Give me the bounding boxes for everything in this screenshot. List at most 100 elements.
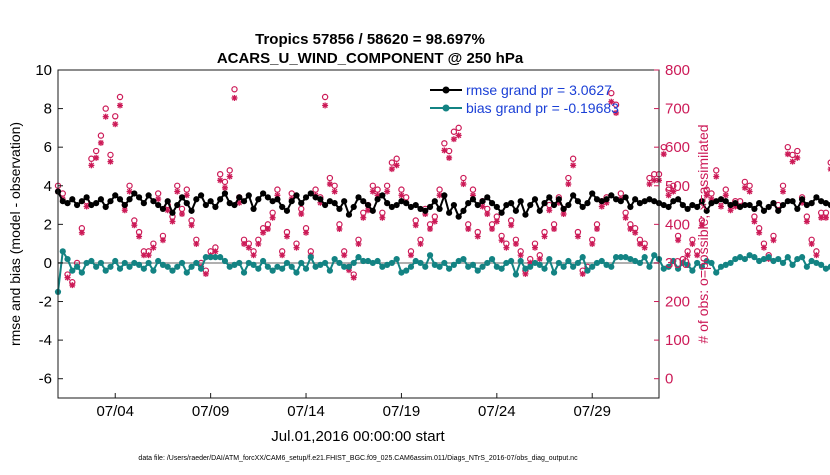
bias-series-point xyxy=(274,263,281,270)
rmse-series-point xyxy=(250,205,257,213)
rmse-series-point xyxy=(670,198,677,205)
obs-possible-point xyxy=(722,186,729,193)
obs-assimilated-point xyxy=(465,225,472,232)
rmse-series-point xyxy=(398,198,405,205)
bias-series-point xyxy=(441,259,448,267)
rmse-series-point xyxy=(355,194,362,201)
bias-series-point xyxy=(760,255,768,263)
rmse-series-point xyxy=(174,201,181,209)
bias-series-point xyxy=(212,254,219,261)
obs-assimilated-point xyxy=(589,240,596,247)
rmse-series-point xyxy=(78,198,85,205)
legend-bias-marker xyxy=(442,104,450,112)
obs-assimilated-point xyxy=(517,252,524,259)
rmse-series-point xyxy=(493,203,500,211)
obs-assimilated-point xyxy=(503,244,510,251)
bias-series-point xyxy=(579,254,586,261)
obs-assimilated-point xyxy=(379,214,386,221)
obs-assimilated-point xyxy=(117,102,124,109)
bias-series-point xyxy=(226,263,233,270)
obs-assimilated-point xyxy=(64,274,71,281)
rmse-series-point xyxy=(412,201,419,209)
obs-assimilated-point xyxy=(579,270,586,277)
rmse-series-point xyxy=(69,196,76,203)
rmse-series-point xyxy=(193,196,200,203)
obs-assimilated-point xyxy=(718,203,725,210)
rmse-series-point xyxy=(112,192,119,199)
obs-assimilated-point xyxy=(446,154,453,161)
bias-series-point xyxy=(150,267,157,274)
x-tick-label: 07/29 xyxy=(573,403,611,420)
rmse-series-point xyxy=(674,196,682,203)
rmse-series-point xyxy=(260,190,267,197)
y2-tick-label: 100 xyxy=(665,332,690,349)
bias-series-point xyxy=(493,263,500,270)
bias-series-point xyxy=(374,257,381,265)
bias-series-point xyxy=(97,259,105,267)
obs-assimilated-point xyxy=(698,222,705,229)
bias-series-point xyxy=(531,259,539,267)
rmse-series-point xyxy=(107,198,114,205)
bias-series-point xyxy=(341,263,348,270)
obs-possible-point xyxy=(383,182,391,189)
obs-assimilated-point xyxy=(722,192,729,199)
rmse-series-point xyxy=(474,201,481,209)
obs-assimilated-point xyxy=(355,240,362,247)
obs-assimilated-point xyxy=(131,222,138,229)
obs-assimilated-point xyxy=(226,173,233,180)
obs-assimilated-point xyxy=(808,240,815,247)
bias-series-point xyxy=(612,254,620,261)
rmse-series-point xyxy=(679,201,686,209)
bias-series-point xyxy=(689,267,696,274)
rmse-series-point xyxy=(350,203,357,211)
bias-series-point xyxy=(164,263,171,270)
bias-series-point xyxy=(126,263,133,270)
bias-series-point xyxy=(174,263,181,270)
bias-series-point xyxy=(813,259,820,267)
x-tick-label: 07/24 xyxy=(478,403,516,420)
rmse-series-point xyxy=(403,200,410,207)
rmse-series-point xyxy=(579,203,586,211)
obs-assimilated-point xyxy=(384,188,391,195)
obs-assimilated-point xyxy=(565,181,572,188)
obs-possible-point xyxy=(88,155,95,162)
bias-series-point xyxy=(364,257,372,265)
obs-assimilated-point xyxy=(331,188,338,195)
rmse-series-point xyxy=(698,198,706,205)
obs-assimilated-point xyxy=(388,166,395,173)
bias-series-point xyxy=(193,259,200,267)
obs-assimilated-point xyxy=(136,233,143,240)
rmse-series-point xyxy=(775,207,782,214)
bias-series-point xyxy=(250,261,257,268)
rmse-series-point xyxy=(560,205,567,213)
bias-series-point xyxy=(331,255,338,263)
obs-assimilated-point xyxy=(670,188,677,195)
bias-series-point xyxy=(512,271,520,278)
obs-possible-point xyxy=(670,182,677,189)
rmse-series-point xyxy=(484,194,491,201)
x-axis-label: Jul.01,2016 00:00:00 start xyxy=(271,428,445,445)
bias-series-point xyxy=(279,265,286,272)
rmse-series-point xyxy=(307,190,314,197)
bias-series-point xyxy=(155,257,162,265)
rmse-series-point xyxy=(255,196,262,203)
rmse-series-point xyxy=(608,192,615,199)
obs-possible-point xyxy=(450,128,458,135)
chart-subtitle: ACARS_U_WIND_COMPONENT @ 250 hPa xyxy=(217,50,524,67)
bias-series-point xyxy=(207,254,214,261)
bias-series-point xyxy=(732,255,739,263)
bias-series-point xyxy=(426,252,434,259)
y-tick-label: -2 xyxy=(39,294,52,311)
obs-assimilated-point xyxy=(641,244,648,251)
obs-assimilated-point xyxy=(231,94,238,101)
bias-series-point xyxy=(827,263,830,270)
bias-series-point xyxy=(679,259,686,267)
rmse-series-point xyxy=(374,196,381,203)
bias-series-point xyxy=(326,267,333,274)
rmse-series-point xyxy=(741,201,748,209)
obs-assimilated-point xyxy=(283,233,290,240)
obs-assimilated-point xyxy=(546,207,553,214)
bias-series-point xyxy=(260,257,267,265)
rmse-series-point xyxy=(818,198,825,205)
bias-series-point xyxy=(393,255,400,263)
